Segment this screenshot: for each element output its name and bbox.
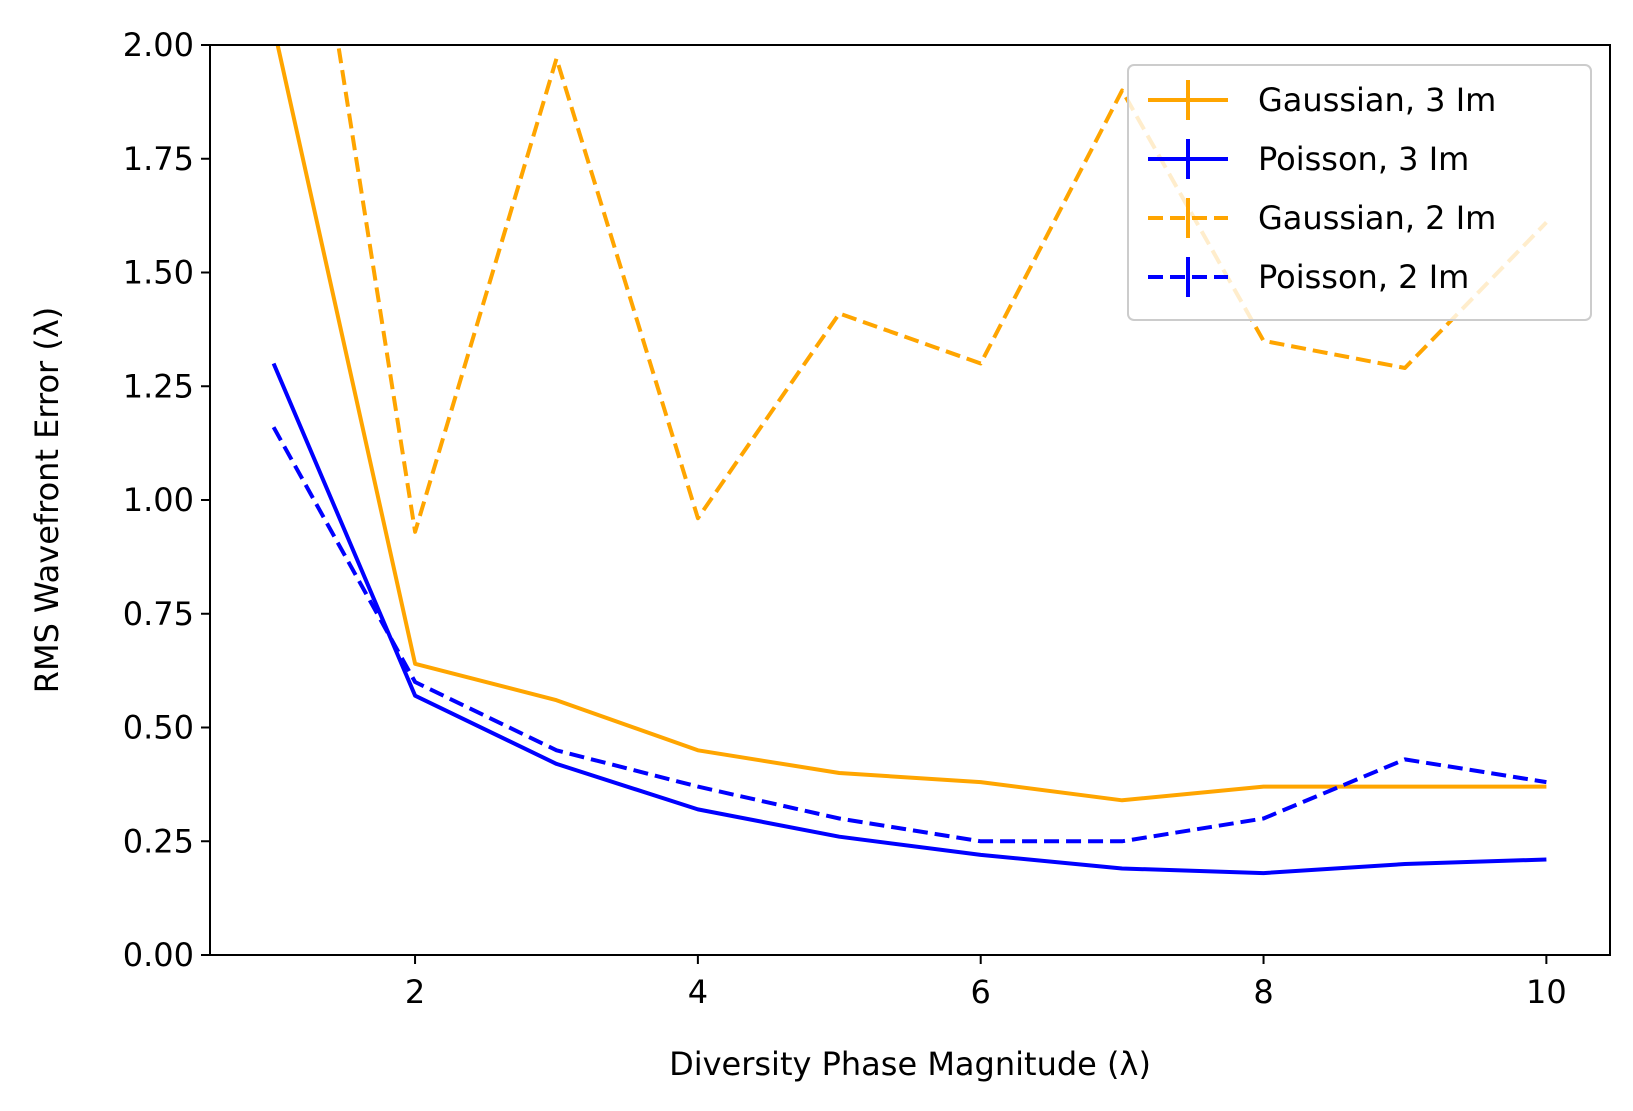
legend: Gaussian, 3 Im Poisson, 3 Im Gaussian, 2 I… — [1127, 64, 1592, 321]
series-line-3 — [336, 45, 1548, 534]
x-axis: 2 4 6 8 10 — [405, 955, 1567, 1011]
y-tick-label: 0.00 — [123, 936, 194, 974]
y-tick-label: 2.00 — [123, 26, 194, 64]
y-tick-label: 0.50 — [123, 709, 194, 747]
x-tick-label: 10 — [1526, 973, 1567, 1011]
y-tick-label: 1.00 — [123, 481, 194, 519]
y-tick-label: 0.25 — [123, 822, 194, 860]
y-axis-title: RMS Wavefront Error (λ) — [28, 307, 66, 694]
legend-label: Poisson, 3 Im — [1258, 140, 1469, 178]
x-tick-label: 2 — [405, 973, 425, 1011]
y-tick-label: 1.50 — [123, 254, 194, 292]
y-tick-label: 1.75 — [123, 140, 194, 178]
legend-label: Gaussian, 3 Im — [1258, 81, 1496, 119]
series-line-1 — [275, 45, 1547, 803]
y-tick-label: 0.75 — [123, 595, 194, 633]
legend-label: Poisson, 2 Im — [1258, 258, 1469, 296]
y-axis: 0.00 0.25 0.50 0.75 1.00 1.25 1.50 1.75 2.00 — [123, 26, 210, 974]
x-tick-label: 8 — [1253, 973, 1273, 1011]
series-line-2 — [271, 362, 1547, 876]
x-tick-label: 4 — [688, 973, 708, 1011]
x-axis-title: Diversity Phase Magnitude (λ) — [669, 1045, 1151, 1083]
legend-label: Gaussian, 2 Im — [1258, 199, 1496, 237]
legend-box — [1127, 64, 1592, 321]
x-tick-label: 6 — [971, 973, 991, 1011]
series-layer — [271, 45, 1548, 876]
series-line-4 — [271, 426, 1547, 844]
y-tick-label: 1.25 — [123, 367, 194, 405]
